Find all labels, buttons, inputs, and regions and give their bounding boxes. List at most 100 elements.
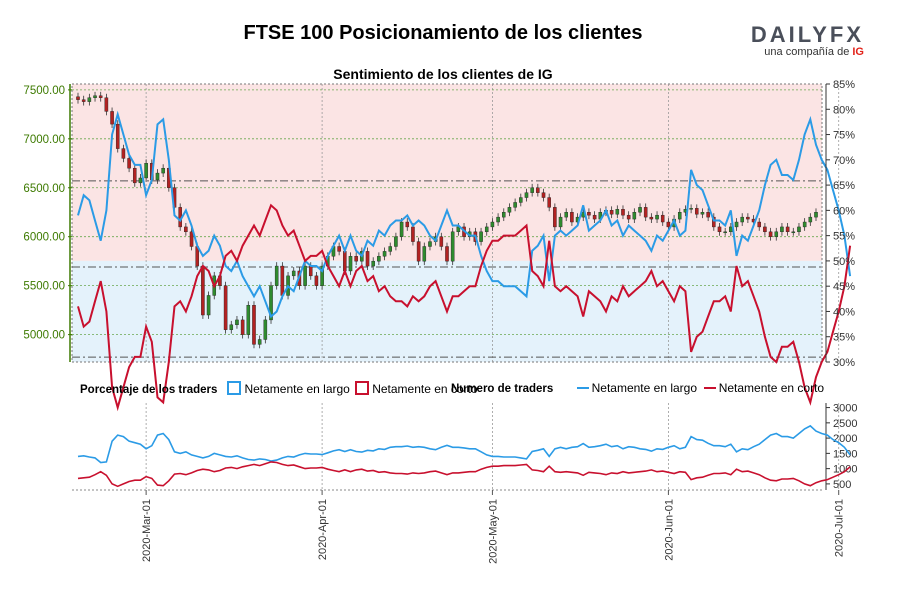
traders-short-line [77, 461, 851, 488]
traders-lines [77, 424, 851, 488]
candle [768, 231, 773, 237]
candle [127, 158, 131, 169]
candle [638, 207, 642, 213]
candle [308, 265, 313, 277]
candle [138, 177, 143, 184]
candle [280, 265, 285, 296]
candle [660, 214, 665, 223]
candle [456, 226, 461, 233]
x-tick-label: 2020-Jun-01 [663, 499, 675, 561]
candle [615, 209, 620, 215]
short-pct-line [77, 203, 852, 412]
candle [439, 236, 444, 247]
candle [734, 221, 739, 228]
pct-tick-label: 30% [833, 357, 855, 369]
legend-pct-long: Netamente en largo [244, 382, 350, 396]
legend-traders: Numero de traders Netamente en largo Net… [451, 381, 824, 395]
candle [445, 246, 449, 262]
candle [587, 212, 591, 216]
candle [507, 207, 512, 213]
candle [536, 187, 540, 193]
candle [501, 212, 506, 218]
candle [797, 226, 801, 233]
candle [252, 305, 256, 345]
traders-tick-label: 2000 [833, 433, 857, 445]
candle [320, 265, 324, 286]
candle [700, 212, 705, 215]
candle [712, 216, 716, 228]
candle [763, 226, 767, 233]
candle [240, 319, 245, 335]
candle [81, 99, 86, 102]
candle [291, 270, 296, 277]
chart-subtitle: Sentimiento de los clientes de IG [333, 66, 553, 82]
candle [740, 216, 744, 223]
legend-pct-short: Netamente en corto [372, 382, 478, 396]
candle [161, 167, 165, 174]
candle [677, 212, 682, 220]
percentage-lines [77, 110, 852, 412]
traders-tick-label: 2500 [833, 418, 857, 430]
legend-num-short: Netamente en corto [718, 381, 825, 395]
candle [110, 111, 114, 125]
candle [314, 275, 319, 286]
traders-tick-label: 500 [833, 479, 851, 491]
price-tick-label: 5500.00 [23, 281, 65, 293]
candle [246, 305, 251, 335]
price-tick-label: 5000.00 [23, 330, 65, 342]
brand-subtitle: una compañía de IG [751, 46, 864, 58]
main-background [72, 84, 822, 362]
short-line-swatch [703, 387, 716, 389]
candle [132, 167, 137, 184]
pct-tick-label: 60% [833, 205, 855, 217]
long-box-swatch [227, 381, 242, 395]
candle [394, 236, 398, 247]
candle [706, 212, 710, 218]
candle [484, 226, 489, 233]
candle [780, 226, 784, 233]
bg-short-zone [72, 84, 822, 261]
candle [257, 339, 262, 345]
candle [388, 246, 393, 252]
pct-tick-label: 45% [833, 281, 855, 293]
plot-frame [71, 83, 823, 363]
candle [184, 226, 188, 233]
candle [479, 231, 483, 242]
candle [343, 251, 347, 272]
candle [263, 319, 268, 340]
long-pct-line [77, 110, 852, 319]
candle [144, 163, 148, 179]
pct-tick-label: 50% [833, 256, 855, 268]
axes: 5000.00 5500.00 6000.00 6500.00 7000.00 7500.… [23, 79, 855, 369]
price-tick-label: 6000.00 [23, 232, 65, 244]
candle [814, 212, 818, 218]
candle [269, 285, 273, 321]
pct-tick-label: 65% [833, 180, 855, 192]
x-tick-label: 2020-May-01 [487, 499, 499, 564]
candle [189, 231, 194, 247]
price-tick-label: 6500.00 [23, 183, 65, 195]
pct-tick-label: 35% [833, 332, 855, 344]
x-axis-labels: 2020-Mar-01 2020-Apr-01 2020-May-01 2020-Ju… [141, 490, 846, 564]
candle [666, 221, 671, 228]
candle [229, 324, 234, 330]
candle [337, 246, 341, 252]
legend-percentage: Porcentaje de los traders Netamente en l… [80, 381, 478, 396]
candle [621, 209, 625, 216]
candle [791, 231, 796, 234]
legend-pct-title: Porcentaje de los traders [80, 384, 218, 396]
candle [746, 216, 750, 220]
price-tick-label: 7000.00 [23, 134, 65, 146]
candle [206, 295, 211, 316]
brand-sub-text: una compañía de [764, 46, 850, 58]
page-title: FTSE 100 Posicionamiento de los clientes [243, 22, 643, 44]
candle [564, 212, 568, 218]
candle [405, 221, 410, 228]
candle [774, 231, 779, 237]
candle [785, 226, 790, 233]
candle [115, 123, 120, 149]
pct-tick-label: 55% [833, 231, 855, 243]
candle [553, 207, 557, 228]
candle [155, 172, 160, 181]
